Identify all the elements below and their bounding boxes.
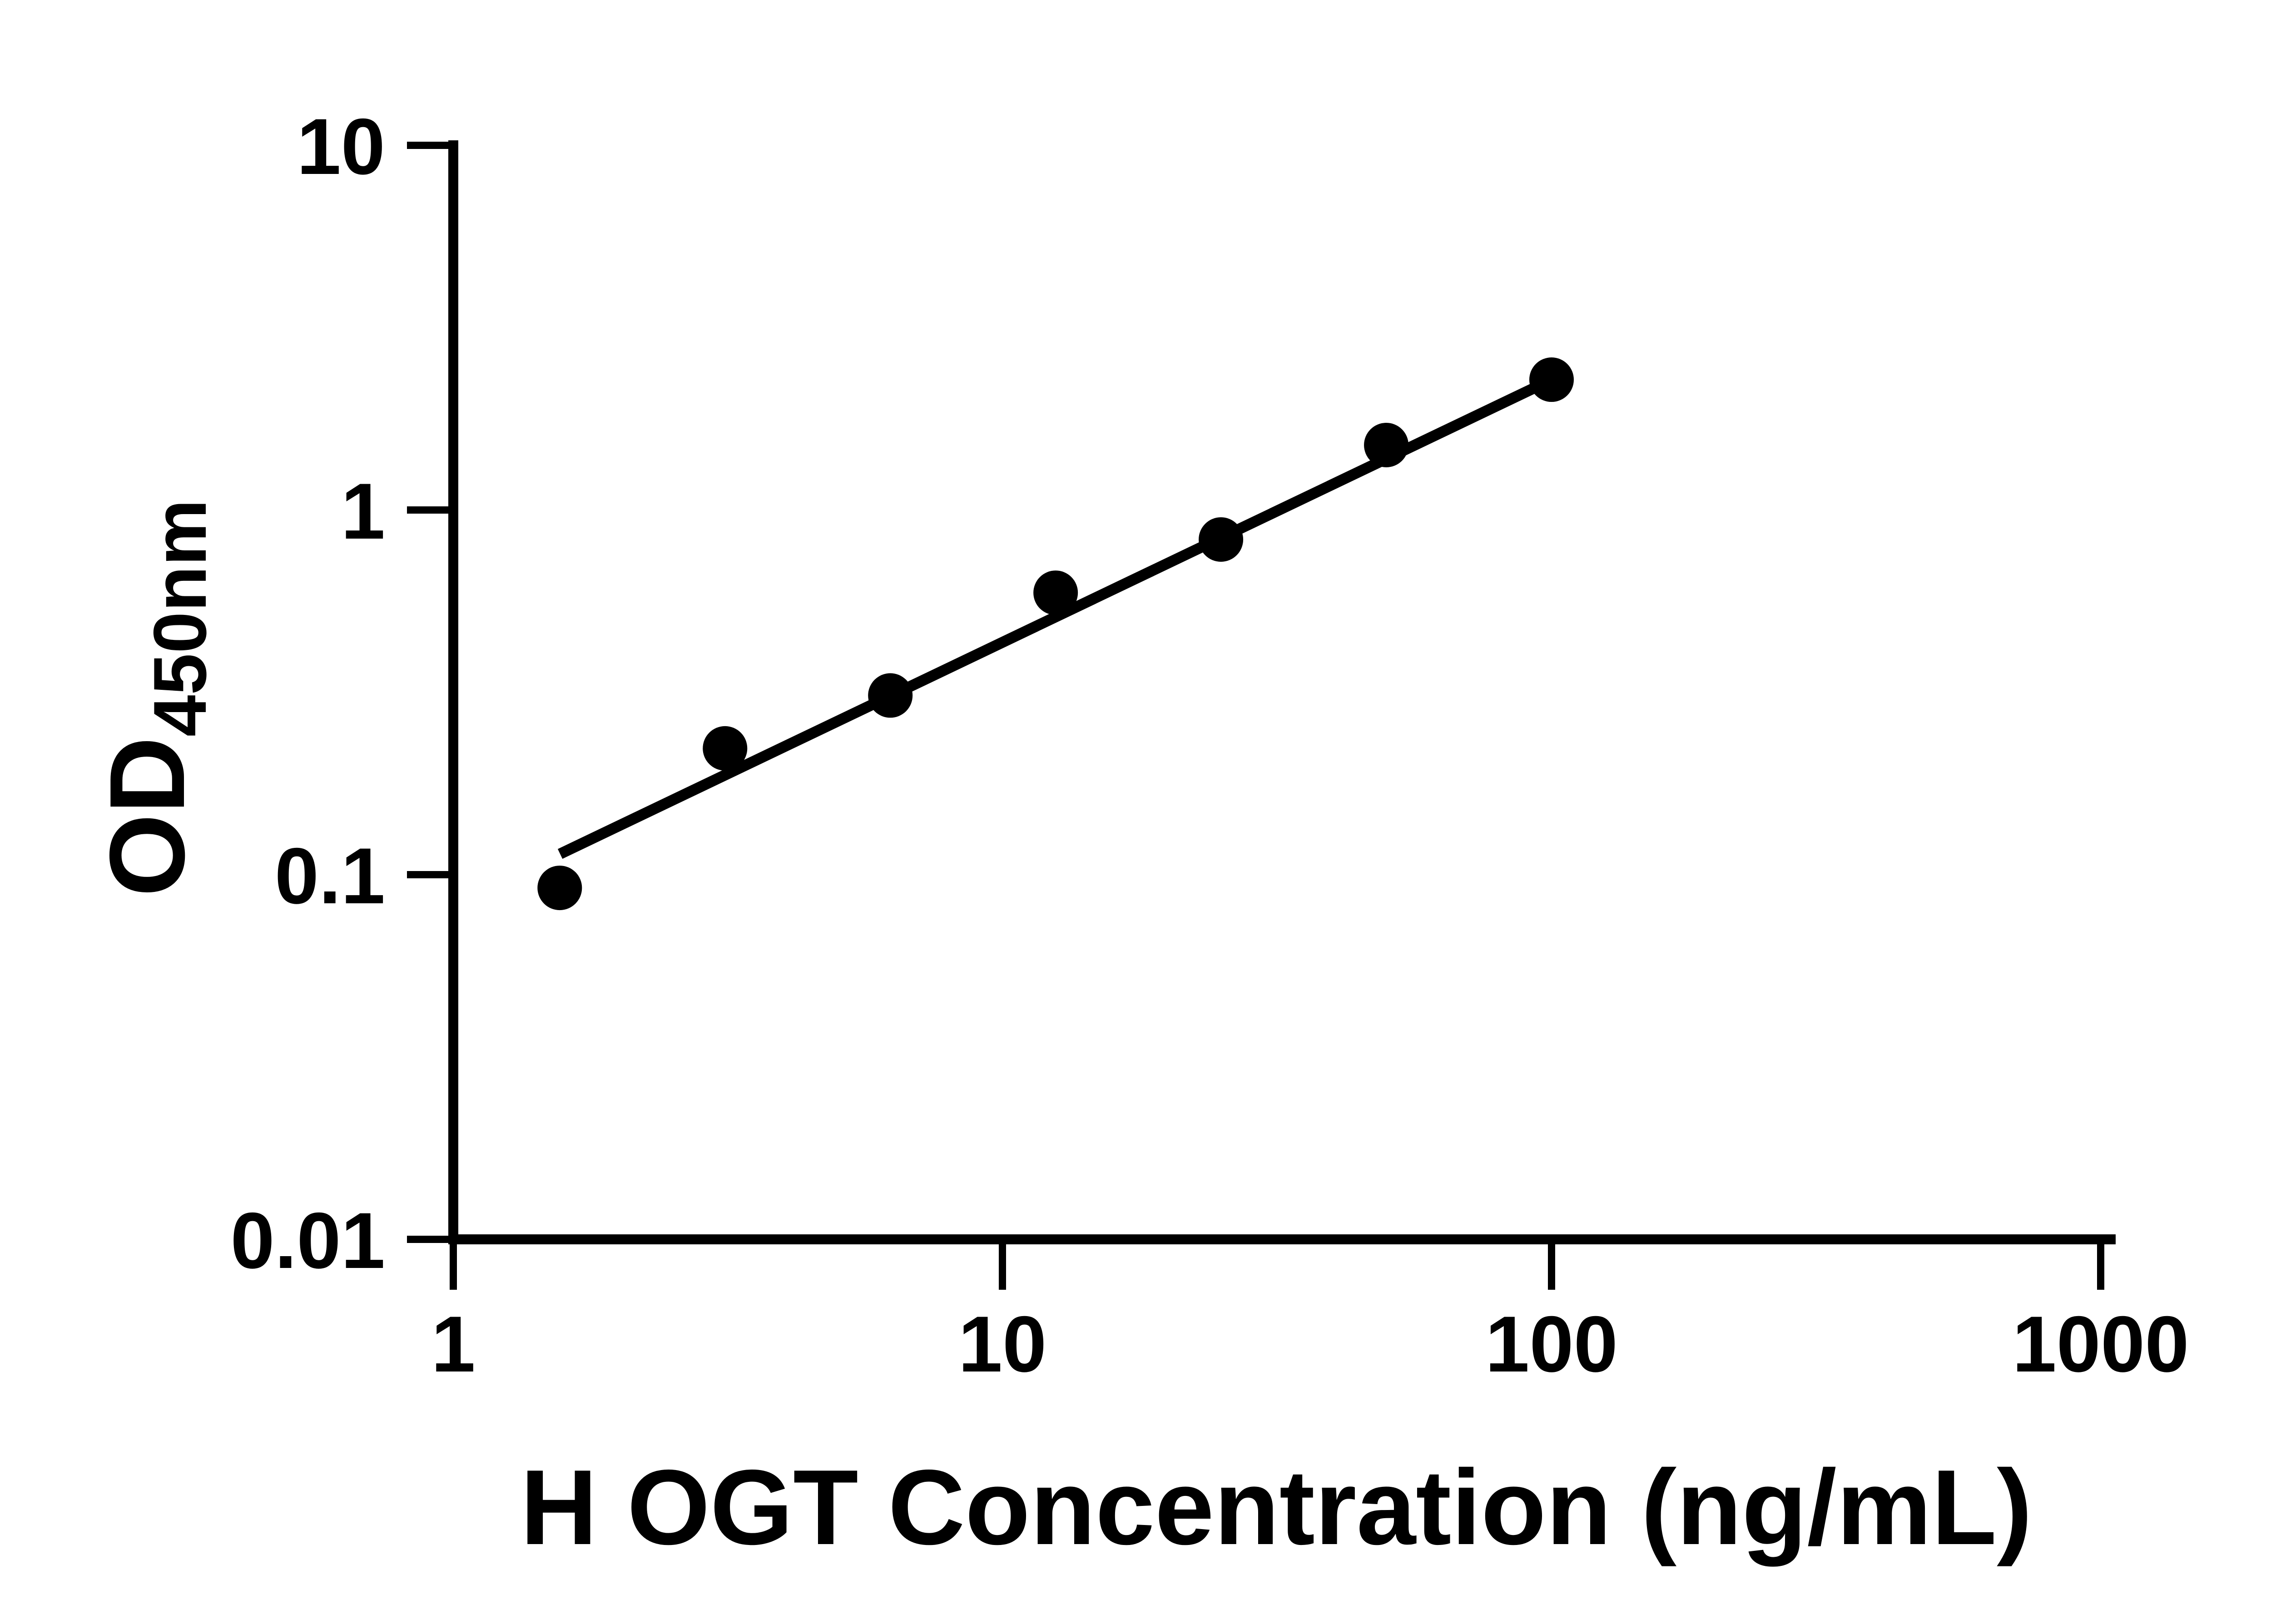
data-point: [1529, 357, 1574, 402]
y-axis-title-subscript: 450nm: [138, 499, 222, 737]
data-point: [868, 673, 913, 718]
data-point: [1033, 570, 1078, 615]
y-tick-label: 0.01: [230, 1197, 385, 1285]
data-point: [537, 866, 582, 911]
data-point: [1364, 422, 1409, 467]
x-tick-label: 1: [431, 1300, 475, 1389]
y-axis-title: OD450nm: [87, 499, 222, 896]
x-axis-title: H OGT Concentration (ng/mL): [521, 1447, 2033, 1567]
data-point: [1199, 517, 1244, 562]
tick-marks: [407, 142, 2104, 1290]
data-point: [703, 726, 748, 771]
x-tick-label: 10: [958, 1300, 1047, 1389]
y-tick-label: 10: [297, 103, 385, 191]
y-tick-label: 0.1: [275, 832, 385, 921]
series-layer: [537, 357, 1574, 911]
y-axis-title-main: OD: [87, 737, 207, 897]
x-tick-label: 100: [1485, 1300, 1618, 1389]
x-tick-label: 1000: [2012, 1300, 2189, 1389]
y-tick-label: 1: [341, 467, 385, 556]
